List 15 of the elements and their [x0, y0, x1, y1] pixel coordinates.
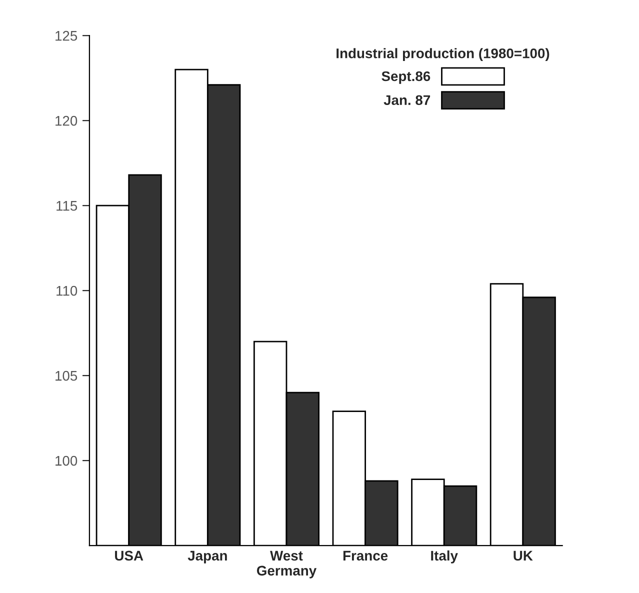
x-tick-label: West Germany [256, 550, 317, 578]
legend-label: Sept.86 [382, 71, 430, 84]
legend-label: Jan. 87 [384, 95, 430, 106]
y-tick-label: 110 [56, 286, 78, 296]
y-tick-label: 120 [56, 116, 78, 126]
x-tick-label: France [343, 550, 388, 561]
y-tick-label: 105 [56, 370, 78, 381]
x-tick-label: UK [514, 550, 533, 561]
x-tick-label: USA [115, 550, 144, 561]
x-tick-label: Italy [431, 550, 458, 564]
y-tick-label: 115 [56, 201, 78, 211]
legend-title: Industrial production (1980=100) [336, 48, 550, 62]
y-tick-label: 100 [56, 456, 78, 466]
x-tick-label: Japan [188, 550, 227, 564]
y-tick-label: 125 [56, 30, 78, 41]
